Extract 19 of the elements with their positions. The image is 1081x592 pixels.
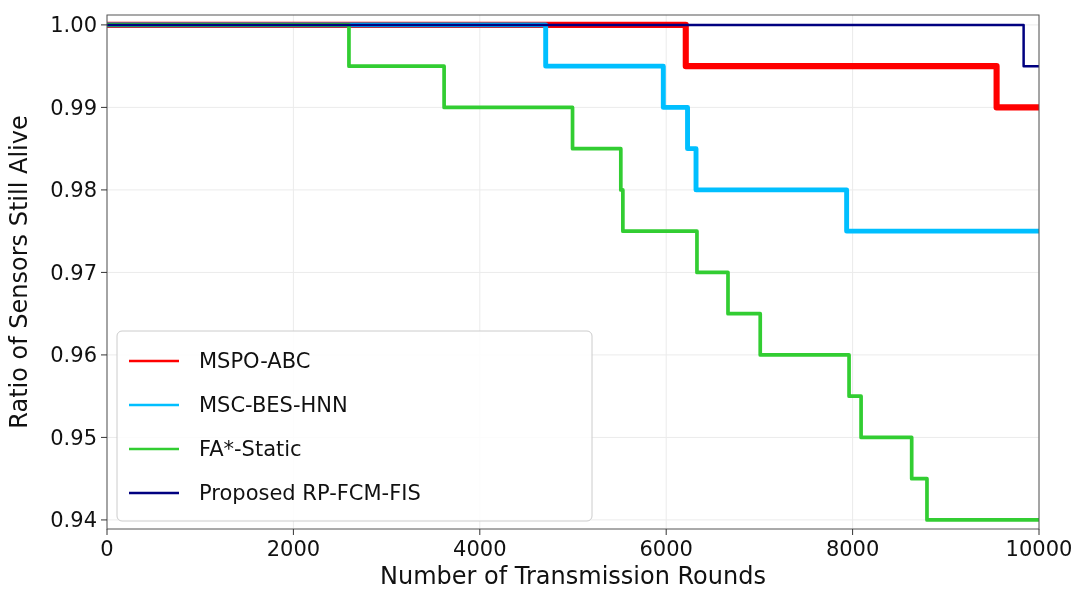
y-tick-label: 0.96 xyxy=(50,343,97,368)
x-tick-label: 2000 xyxy=(266,537,321,561)
legend-label: MSPO-ABC xyxy=(199,349,311,374)
x-tick-label: 10000 xyxy=(1005,537,1073,561)
y-axis-title: Ratio of Sensors Still Alive xyxy=(5,115,33,429)
x-tick-label: 8000 xyxy=(825,537,880,561)
legend-label: Proposed RP-FCM-FIS xyxy=(199,481,421,506)
y-tick-label: 1.00 xyxy=(50,13,97,38)
legend-label: MSC-BES-HNN xyxy=(199,393,348,418)
y-tick-label: 0.99 xyxy=(50,95,97,120)
y-tick-label: 0.97 xyxy=(50,260,97,285)
y-tick-label: 0.98 xyxy=(50,178,97,203)
x-tick-label: 0 xyxy=(100,537,114,561)
x-tick-label: 6000 xyxy=(639,537,693,561)
y-tick-label: 0.95 xyxy=(50,425,97,450)
x-axis-title: Number of Transmission Rounds xyxy=(380,562,766,590)
y-tick-label: 0.94 xyxy=(50,508,97,533)
x-tick-label: 4000 xyxy=(453,537,507,561)
legend-label: FA*-Static xyxy=(199,437,302,462)
